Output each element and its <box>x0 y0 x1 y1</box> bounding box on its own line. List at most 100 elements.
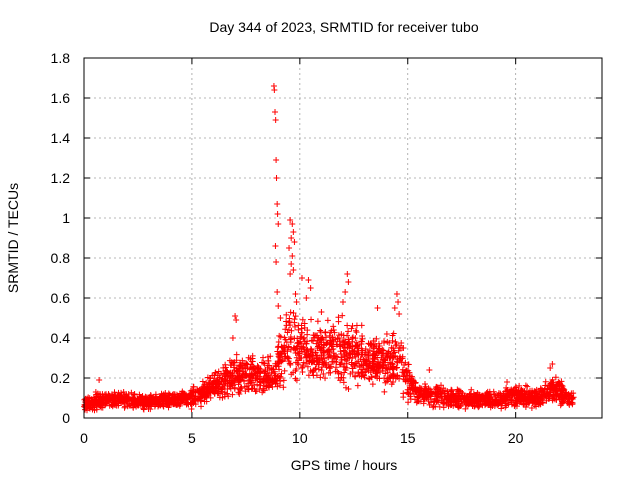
data-point <box>326 365 333 372</box>
data-point <box>294 340 301 347</box>
data-point <box>351 372 358 379</box>
data-point <box>518 386 525 393</box>
data-point <box>271 87 278 93</box>
data-point <box>300 335 307 342</box>
data-point <box>280 384 287 391</box>
data-point <box>285 326 292 333</box>
data-point <box>229 391 236 398</box>
data-point <box>442 387 449 394</box>
data-point <box>285 355 292 362</box>
data-point <box>191 395 198 402</box>
data-point <box>305 277 312 283</box>
data-point <box>291 316 298 323</box>
data-point <box>358 338 365 345</box>
data-point <box>260 359 267 366</box>
data-point <box>273 363 280 370</box>
data-point <box>520 401 527 408</box>
data-point <box>352 360 359 367</box>
data-point <box>340 379 347 386</box>
data-point <box>423 394 430 401</box>
data-point <box>101 391 108 398</box>
y-tick-label: 0.8 <box>51 250 71 266</box>
data-point <box>308 337 315 344</box>
data-point <box>321 360 328 367</box>
data-point <box>452 398 459 405</box>
data-point <box>303 295 310 301</box>
data-point <box>127 402 134 409</box>
data-point <box>520 401 527 408</box>
data-point <box>256 386 263 393</box>
data-point <box>272 243 279 249</box>
data-point <box>187 400 194 407</box>
data-point <box>287 309 294 316</box>
data-point <box>349 365 356 372</box>
data-point <box>453 396 460 403</box>
data-point <box>395 347 402 354</box>
data-point <box>414 393 421 400</box>
data-point <box>529 398 536 405</box>
data-point <box>290 369 297 376</box>
y-tick-label: 1.2 <box>51 170 71 186</box>
data-point <box>276 354 283 361</box>
data-point <box>417 385 424 392</box>
data-point <box>355 352 362 359</box>
data-point <box>227 385 234 392</box>
data-point <box>415 393 422 400</box>
data-point <box>375 345 382 352</box>
data-point <box>229 377 236 384</box>
data-point <box>287 217 294 223</box>
data-point <box>237 361 244 368</box>
data-point <box>274 201 281 207</box>
data-point <box>340 347 347 354</box>
data-point <box>372 373 379 380</box>
data-point <box>438 397 445 404</box>
data-point <box>219 394 226 401</box>
data-point <box>318 367 325 374</box>
data-point <box>294 360 301 367</box>
data-point <box>349 338 356 345</box>
data-point <box>170 391 177 398</box>
data-point <box>307 348 314 355</box>
data-point <box>261 360 268 367</box>
data-point <box>477 394 484 401</box>
data-point <box>294 349 301 356</box>
data-point <box>388 381 395 388</box>
data-point <box>245 386 252 393</box>
data-point <box>287 336 294 343</box>
data-point <box>309 352 316 359</box>
data-point <box>285 319 292 326</box>
data-point <box>166 391 173 398</box>
data-point <box>317 355 324 362</box>
data-point <box>160 397 167 404</box>
data-point <box>389 337 396 344</box>
data-point <box>400 394 407 401</box>
data-point <box>203 398 210 405</box>
data-point <box>274 289 281 295</box>
data-point <box>307 285 314 291</box>
data-point <box>337 377 344 384</box>
data-point <box>297 338 304 345</box>
data-point <box>251 382 258 389</box>
data-point <box>198 397 205 404</box>
data-point <box>172 395 179 402</box>
data-point <box>115 402 122 409</box>
data-point <box>445 390 452 397</box>
data-point <box>109 393 116 400</box>
data-point <box>234 375 241 382</box>
data-point <box>337 341 344 348</box>
data-point <box>341 353 348 360</box>
data-point <box>221 389 228 396</box>
data-point <box>212 370 219 377</box>
data-point <box>550 379 557 386</box>
data-point <box>338 371 345 378</box>
data-point <box>454 391 461 398</box>
data-point <box>215 368 222 375</box>
y-tick-label: 0.2 <box>51 370 71 386</box>
data-point <box>325 354 332 361</box>
data-point <box>324 348 331 355</box>
data-point <box>214 390 221 397</box>
data-point <box>282 353 289 360</box>
data-point <box>298 329 305 336</box>
data-point <box>290 267 297 273</box>
